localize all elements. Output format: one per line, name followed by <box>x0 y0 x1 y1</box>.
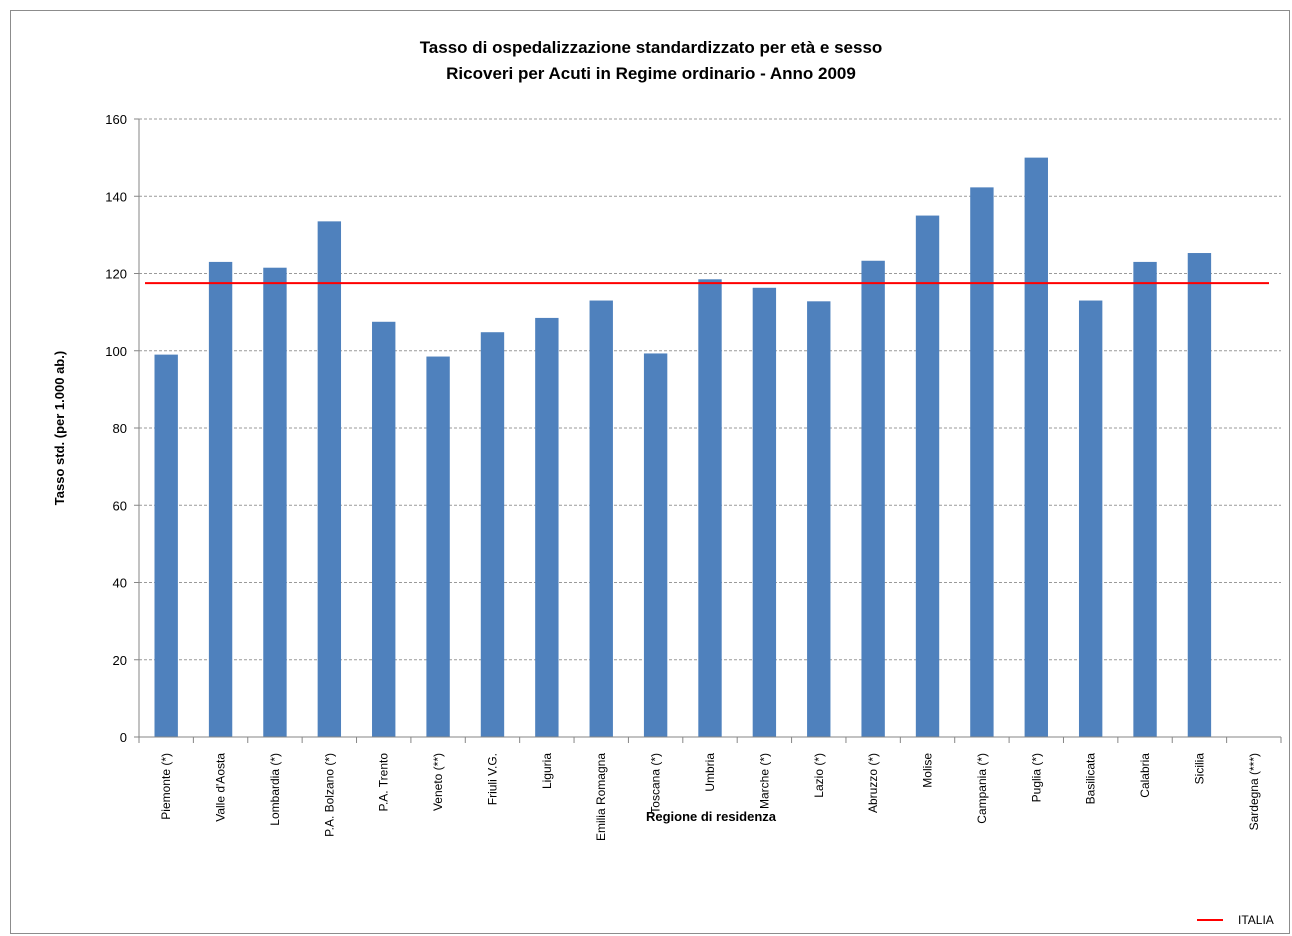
x-category-label: Abruzzo (*) <box>866 753 880 813</box>
bar <box>970 187 994 737</box>
y-tick-label: 120 <box>105 267 127 282</box>
bar <box>698 279 722 737</box>
y-tick-label: 160 <box>105 112 127 127</box>
x-category-label: Basilicata <box>1084 753 1098 805</box>
x-category-label: Veneto (**) <box>431 753 445 811</box>
x-category-label: Sicilia <box>1192 753 1206 785</box>
x-category-label: Marche (*) <box>757 753 771 809</box>
bar <box>1024 157 1048 737</box>
x-category-label: P.A. Bolzano (*) <box>322 753 336 837</box>
bar <box>807 301 831 737</box>
x-category-label: P.A. Trento <box>377 753 391 812</box>
x-category-label: Sardegna (***) <box>1247 753 1261 830</box>
x-category-label: Puglia (*) <box>1029 753 1043 802</box>
x-category-label: Campania (*) <box>975 753 989 824</box>
x-category-labels: Piemonte (*) Valle d'Aosta Lombardia (*) P.… <box>159 753 1261 841</box>
bar <box>643 353 668 737</box>
x-category-label: Liguria <box>540 753 554 789</box>
x-category-label: Toscana (*) <box>649 753 663 814</box>
bar <box>1187 253 1212 737</box>
y-tick-label: 60 <box>113 498 127 513</box>
x-axis-title: Regione di residenza <box>646 809 777 824</box>
bar <box>480 332 505 737</box>
chart-subtitle: Ricoveri per Acuti in Regime ordinario -… <box>446 64 856 83</box>
bar <box>915 215 940 737</box>
y-tick-label: 20 <box>113 653 127 668</box>
x-category-label: Lombardia (*) <box>268 753 282 826</box>
bar <box>752 287 777 737</box>
bar <box>154 354 178 737</box>
chart-frame: Tasso di ospedalizzazione standardizzato… <box>10 10 1290 934</box>
bar <box>426 356 450 737</box>
y-tick-label: 0 <box>120 730 127 745</box>
y-axis-title: Tasso std. (per 1.000 ab.) <box>52 351 67 505</box>
x-category-label: Lazio (*) <box>812 753 826 798</box>
y-tick-labels: 0 20 40 60 80 100 120 140 160 <box>105 112 127 745</box>
bar <box>1078 300 1103 737</box>
y-tick-label: 140 <box>105 189 127 204</box>
bar <box>535 317 559 737</box>
y-tick-label: 80 <box>113 421 127 436</box>
bar <box>317 221 342 737</box>
x-category-label: Molise <box>921 753 935 788</box>
x-tick-marks <box>138 737 1282 743</box>
x-category-label: Emilia Romagna <box>594 753 608 841</box>
bar <box>263 267 287 737</box>
y-tick-label: 40 <box>113 576 127 591</box>
x-category-label: Friuli V.G. <box>485 753 499 805</box>
legend-italia-label: ITALIA <box>1238 913 1274 927</box>
bar <box>589 300 613 737</box>
x-category-label: Valle d'Aosta <box>214 753 228 822</box>
x-category-label: Piemonte (*) <box>159 753 173 820</box>
x-category-label: Umbria <box>703 753 717 792</box>
chart-svg: Tasso di ospedalizzazione standardizzato… <box>52 38 1282 927</box>
bar <box>372 321 396 737</box>
bar <box>208 261 233 737</box>
legend: ITALIA <box>1197 913 1274 927</box>
chart-title: Tasso di ospedalizzazione standardizzato… <box>420 38 883 57</box>
bar <box>1133 261 1157 737</box>
bar-layer <box>154 157 1212 737</box>
bar <box>861 260 885 737</box>
x-category-label: Calabria <box>1138 753 1152 798</box>
y-tick-label: 100 <box>105 344 127 359</box>
